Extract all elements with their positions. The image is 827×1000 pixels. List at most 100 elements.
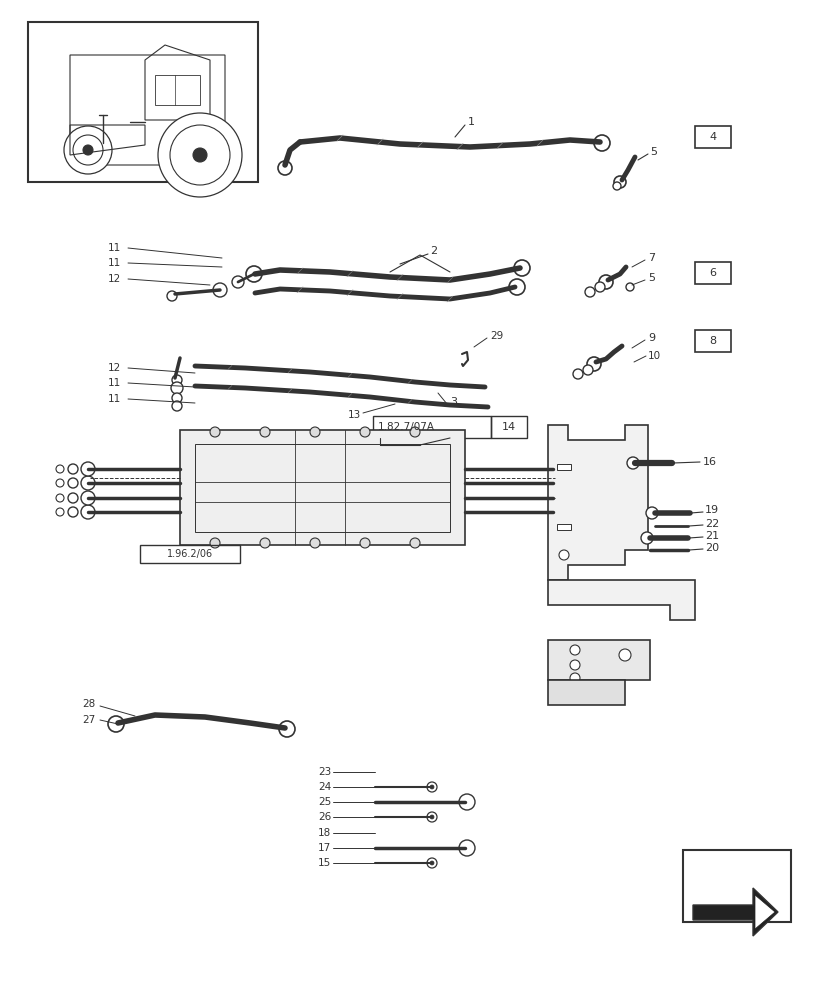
Circle shape (73, 135, 103, 165)
Text: 14: 14 (501, 422, 515, 432)
Circle shape (167, 291, 177, 301)
Circle shape (360, 427, 370, 437)
Text: 1: 1 (467, 117, 475, 127)
Circle shape (81, 476, 95, 490)
Text: 16: 16 (702, 457, 716, 467)
Circle shape (429, 815, 433, 819)
Circle shape (83, 145, 93, 155)
Circle shape (409, 538, 419, 548)
Circle shape (586, 357, 600, 371)
Circle shape (614, 176, 625, 188)
Text: 2: 2 (429, 246, 437, 256)
Circle shape (569, 660, 579, 670)
Bar (155, 75, 200, 105)
Bar (179, 430, 465, 545)
Bar (140, 545, 240, 563)
Circle shape (108, 716, 124, 732)
Circle shape (640, 532, 653, 544)
Circle shape (558, 550, 568, 560)
Text: 8: 8 (709, 336, 715, 346)
Circle shape (172, 375, 182, 385)
Circle shape (210, 427, 220, 437)
Circle shape (612, 182, 620, 190)
Circle shape (81, 462, 95, 476)
Text: 5: 5 (648, 273, 654, 283)
Circle shape (569, 645, 579, 655)
Text: 1.96.2/06: 1.96.2/06 (167, 549, 213, 559)
Text: 12: 12 (108, 274, 121, 284)
Circle shape (278, 161, 292, 175)
Circle shape (619, 649, 630, 661)
Text: 9: 9 (648, 333, 654, 343)
Polygon shape (754, 895, 774, 929)
Polygon shape (692, 888, 777, 936)
Circle shape (514, 260, 529, 276)
Circle shape (210, 538, 220, 548)
Text: 15: 15 (318, 858, 331, 868)
Polygon shape (547, 580, 694, 620)
Text: 29: 29 (490, 331, 503, 341)
Text: 11: 11 (108, 394, 121, 404)
Circle shape (246, 266, 261, 282)
Text: 26: 26 (318, 812, 331, 822)
Circle shape (260, 538, 270, 548)
Bar (557, 464, 571, 470)
Circle shape (172, 401, 182, 411)
Circle shape (360, 538, 370, 548)
Circle shape (427, 782, 437, 792)
Circle shape (81, 505, 95, 519)
Circle shape (598, 275, 612, 289)
Circle shape (593, 135, 609, 151)
Circle shape (582, 365, 592, 375)
Text: 5: 5 (649, 147, 656, 157)
Circle shape (158, 113, 241, 197)
Bar (694, 262, 730, 284)
Circle shape (213, 283, 227, 297)
Text: 17: 17 (318, 843, 331, 853)
Circle shape (68, 507, 78, 517)
Circle shape (427, 858, 437, 868)
Bar (694, 126, 730, 148)
Bar (372, 416, 490, 438)
Polygon shape (547, 640, 649, 680)
Text: 28: 28 (82, 699, 95, 709)
Text: 7: 7 (648, 253, 654, 263)
Text: 1.82.7/07A: 1.82.7/07A (378, 422, 434, 432)
Circle shape (68, 478, 78, 488)
Circle shape (64, 126, 112, 174)
Circle shape (68, 493, 78, 503)
Circle shape (509, 279, 524, 295)
Bar (195, 444, 449, 532)
Circle shape (429, 861, 433, 865)
Circle shape (81, 491, 95, 505)
Bar (682, 850, 790, 922)
Text: 3: 3 (449, 397, 457, 407)
Bar (490, 416, 526, 438)
Circle shape (170, 125, 230, 185)
Text: 22: 22 (704, 519, 719, 529)
Text: 12: 12 (108, 363, 121, 373)
Text: 21: 21 (704, 531, 719, 541)
Polygon shape (547, 680, 624, 705)
Text: 11: 11 (108, 378, 121, 388)
Circle shape (309, 427, 319, 437)
Text: 27: 27 (82, 715, 95, 725)
Bar (694, 330, 730, 352)
Circle shape (625, 283, 633, 291)
Text: 11: 11 (108, 258, 121, 268)
Circle shape (645, 507, 657, 519)
Circle shape (172, 393, 182, 403)
Bar (28, 22, 258, 182)
Text: 11: 11 (108, 243, 121, 253)
Circle shape (260, 427, 270, 437)
Circle shape (429, 785, 433, 789)
Circle shape (569, 673, 579, 683)
Text: 18: 18 (318, 828, 331, 838)
Circle shape (595, 282, 605, 292)
Circle shape (68, 464, 78, 474)
Circle shape (458, 840, 475, 856)
Circle shape (193, 148, 207, 162)
Text: 13: 13 (347, 410, 361, 420)
Circle shape (409, 427, 419, 437)
Circle shape (626, 457, 638, 469)
